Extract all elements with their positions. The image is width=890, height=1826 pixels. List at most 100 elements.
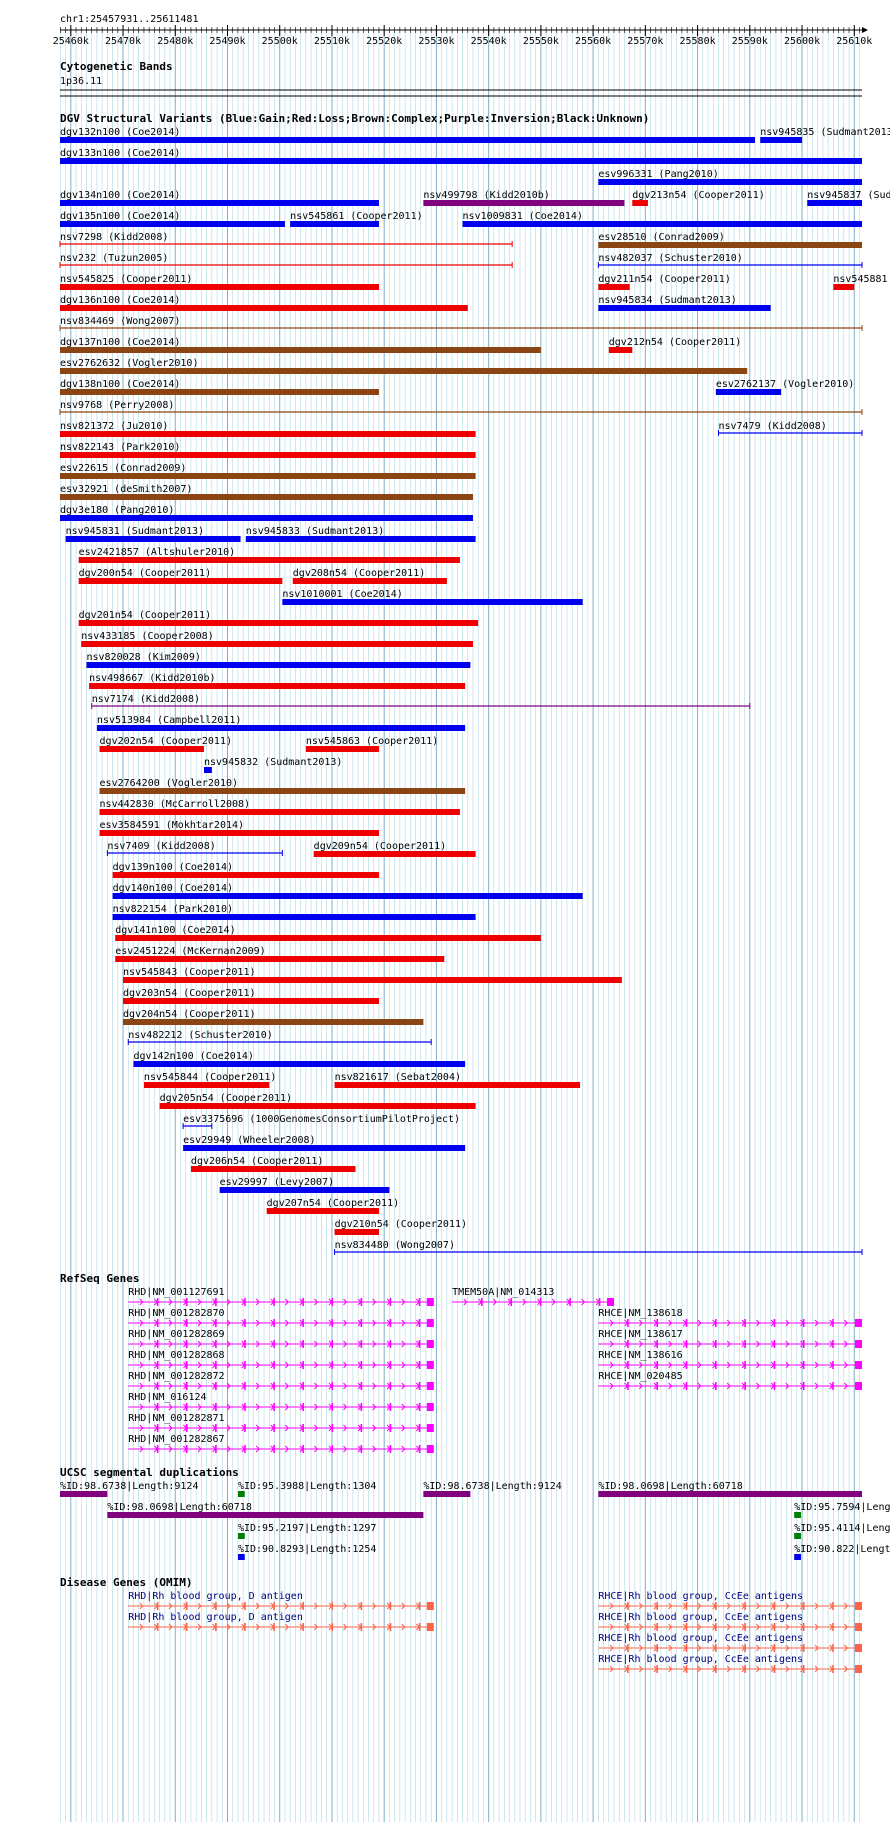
variant-feature[interactable]: esv22615 (Conrad2009) (60, 463, 476, 479)
gene-feature[interactable]: RHD|NM_001282867 (128, 1434, 434, 1453)
variant-feature[interactable]: esv29997 (Levy2007) (219, 1177, 390, 1193)
variant-feature[interactable]: esv3584591 (Mokhtar2014) (99, 820, 379, 836)
variant-feature[interactable]: nsv834480 (Wong2007) (334, 1240, 863, 1255)
variant-feature[interactable]: nsv945835 (Sudmant2013) (760, 127, 890, 143)
variant-feature[interactable]: dgv132n100 (Coe2014) (60, 127, 756, 143)
variant-feature[interactable]: dgv135n100 (Coe2014) (60, 211, 285, 227)
gene-feature[interactable]: RHD|NM_001282872 (128, 1371, 434, 1390)
gene-feature[interactable]: RHD|NM_001127691 (128, 1287, 434, 1306)
variant-feature[interactable]: nsv545825 (Cooper2011) (60, 274, 379, 290)
gene-feature[interactable]: TMEM50A|NM_014313 (452, 1287, 615, 1306)
variant-feature[interactable]: dgv138n100 (Coe2014) (60, 379, 379, 395)
variant-feature[interactable]: %ID:90.8293|Length:1254 (237, 1544, 376, 1560)
gene-feature[interactable]: RHD|NM_001282869 (128, 1329, 434, 1348)
gene-feature[interactable]: RHCE|NM_138618 (598, 1308, 862, 1327)
variant-feature[interactable]: %ID:95.4114|Length:1298 (794, 1523, 890, 1539)
variant-feature[interactable]: nsv822154 (Park2010) (112, 904, 476, 920)
variant-feature[interactable]: esv2451224 (McKernan2009) (115, 946, 445, 962)
variant-feature[interactable]: nsv945837 (Sudmant2013) (807, 190, 890, 206)
variant-feature[interactable]: %ID:98.0698|Length:60718 (107, 1502, 424, 1518)
variant-feature[interactable]: nsv433185 (Cooper2008) (81, 631, 473, 647)
variant-feature[interactable]: dgv136n100 (Coe2014) (60, 295, 468, 311)
variant-feature[interactable]: %ID:95.2197|Length:1297 (237, 1523, 376, 1539)
variant-feature[interactable]: nsv482037 (Schuster2010) (597, 253, 863, 268)
variant-feature[interactable]: %ID:98.6738|Length:9124 (60, 1481, 198, 1497)
variant-feature[interactable]: nsv545863 (Cooper2011) (305, 736, 438, 752)
variant-feature[interactable]: dgv212n54 (Cooper2011) (608, 337, 741, 353)
variant-feature[interactable]: dgv133n100 (Coe2014) (60, 148, 862, 164)
variant-feature[interactable]: %ID:95.3988|Length:1304 (237, 1481, 376, 1497)
gene-feature[interactable]: RHCE|NM_138616 (598, 1350, 862, 1369)
variant-feature[interactable]: dgv204n54 (Cooper2011) (123, 1009, 424, 1025)
variant-feature[interactable]: nsv513984 (Campbell2011) (96, 715, 466, 731)
variant-feature[interactable]: dgv141n100 (Coe2014) (115, 925, 541, 941)
variant-feature[interactable]: esv996331 (Pang2010) (598, 169, 862, 185)
variant-feature[interactable]: esv2762137 (Vogler2010) (715, 379, 854, 395)
variant-feature[interactable]: esv2421857 (Altshuler2010) (78, 547, 460, 563)
variant-feature[interactable]: dgv139n100 (Coe2014) (112, 862, 379, 878)
gene-feature[interactable]: RHCE|NM_138617 (598, 1329, 862, 1348)
variant-feature[interactable]: nsv821372 (Ju2010) (60, 421, 476, 437)
variant-feature[interactable]: dgv200n54 (Cooper2011) (78, 568, 283, 584)
variant-feature[interactable]: dgv208n54 (Cooper2011) (292, 568, 447, 584)
variant-feature[interactable]: nsv482212 (Schuster2010) (127, 1030, 432, 1045)
gene-feature[interactable]: RHCE|Rh blood group, CcEe antigens (598, 1612, 862, 1631)
variant-feature[interactable]: dgv205n54 (Cooper2011) (159, 1093, 476, 1109)
variant-feature[interactable]: dgv206n54 (Cooper2011) (190, 1156, 356, 1172)
gene-feature[interactable]: RHD|NM_001282870 (128, 1308, 434, 1327)
gene-feature[interactable]: RHCE|Rh blood group, CcEe antigens (598, 1654, 862, 1673)
variant-feature[interactable]: nsv545844 (Cooper2011) (143, 1072, 276, 1088)
variant-feature[interactable]: dgv142n100 (Coe2014) (133, 1051, 466, 1067)
gene-feature[interactable]: RHCE|NM_020485 (598, 1371, 862, 1390)
variant-feature[interactable]: nsv1009831 (Coe2014) (462, 211, 862, 227)
variant-feature[interactable]: dgv203n54 (Cooper2011) (123, 988, 379, 1004)
variant-feature[interactable]: nsv232 (Tuzun2005) (59, 253, 513, 268)
variant-feature[interactable]: %ID:90.822|Length:1253 (794, 1544, 890, 1560)
variant-feature[interactable]: nsv9768 (Perry2008) (59, 400, 863, 415)
variant-feature[interactable]: esv2762632 (Vogler2010) (60, 358, 748, 374)
variant-feature[interactable]: dgv137n100 (Coe2014) (60, 337, 541, 353)
gene-feature[interactable]: RHD|Rh blood group, D antigen (128, 1591, 434, 1610)
variant-feature[interactable]: dgv213n54 (Cooper2011) (632, 190, 765, 206)
variant-feature[interactable]: nsv498667 (Kidd2010b) (89, 673, 466, 689)
variant-feature[interactable]: esv3375696 (1000GenomesConsortiumPilotPr… (182, 1114, 460, 1129)
variant-feature[interactable]: nsv7298 (Kidd2008) (59, 232, 513, 247)
variant-feature[interactable]: esv2764200 (Vogler2010) (99, 778, 466, 794)
gene-feature[interactable]: RHCE|Rh blood group, CcEe antigens (598, 1633, 862, 1652)
variant-feature[interactable]: nsv545881 (Cooper2011) (833, 274, 890, 290)
variant-feature[interactable]: dgv202n54 (Cooper2011) (99, 736, 232, 752)
variant-feature[interactable]: nsv442830 (McCarroll2008) (99, 799, 460, 815)
variant-feature[interactable]: nsv545861 (Cooper2011) (290, 211, 423, 227)
variant-feature[interactable]: %ID:98.6738|Length:9124 (423, 1481, 562, 1497)
variant-feature[interactable]: nsv820028 (Kim2009) (86, 652, 471, 668)
variant-feature[interactable]: nsv7409 (Kidd2008) (106, 841, 283, 856)
variant-feature[interactable]: esv29949 (Wheeler2008) (183, 1135, 466, 1151)
variant-feature[interactable]: esv32921 (deSmith2007) (60, 484, 473, 500)
variant-feature[interactable]: dgv140n100 (Coe2014) (112, 883, 583, 899)
variant-feature[interactable]: nsv545843 (Cooper2011) (123, 967, 622, 983)
variant-feature[interactable]: esv28510 (Conrad2009) (598, 232, 862, 248)
variant-feature[interactable]: nsv945831 (Sudmant2013) (65, 526, 241, 542)
variant-feature[interactable]: dgv3e180 (Pang2010) (60, 505, 473, 521)
variant-feature[interactable]: nsv822143 (Park2010) (60, 442, 476, 458)
gene-feature[interactable]: RHD|NM_001282868 (128, 1350, 434, 1369)
variant-feature[interactable]: dgv207n54 (Cooper2011) (266, 1198, 399, 1214)
variant-feature[interactable]: dgv209n54 (Cooper2011) (313, 841, 476, 857)
variant-feature[interactable]: nsv1010001 (Coe2014) (282, 589, 583, 605)
variant-feature[interactable]: nsv499798 (Kidd2010b) (423, 190, 625, 206)
variant-feature[interactable]: nsv945832 (Sudmant2013) (203, 757, 342, 773)
variant-feature[interactable]: dgv210n54 (Cooper2011) (334, 1219, 467, 1235)
variant-feature[interactable]: dgv201n54 (Cooper2011) (78, 610, 479, 626)
variant-feature[interactable]: %ID:95.7594|Length:1305 (794, 1502, 890, 1518)
variant-feature[interactable]: dgv211n54 (Cooper2011) (598, 274, 731, 290)
variant-feature[interactable]: nsv834469 (Wong2007) (59, 316, 863, 331)
gene-feature[interactable]: RHD|NM_016124 (128, 1392, 434, 1411)
variant-feature[interactable]: nsv945833 (Sudmant2013) (245, 526, 476, 542)
variant-feature[interactable]: nsv7174 (Kidd2008) (91, 694, 751, 709)
variant-feature[interactable]: nsv7479 (Kidd2008) (717, 421, 863, 436)
variant-feature[interactable]: nsv945834 (Sudmant2013) (598, 295, 771, 311)
gene-feature[interactable]: RHD|Rh blood group, D antigen (128, 1612, 434, 1631)
variant-feature[interactable]: %ID:98.0698|Length:60718 (598, 1481, 862, 1497)
gene-feature[interactable]: RHD|NM_001282871 (128, 1413, 434, 1432)
gene-feature[interactable]: RHCE|Rh blood group, CcEe antigens (598, 1591, 862, 1610)
